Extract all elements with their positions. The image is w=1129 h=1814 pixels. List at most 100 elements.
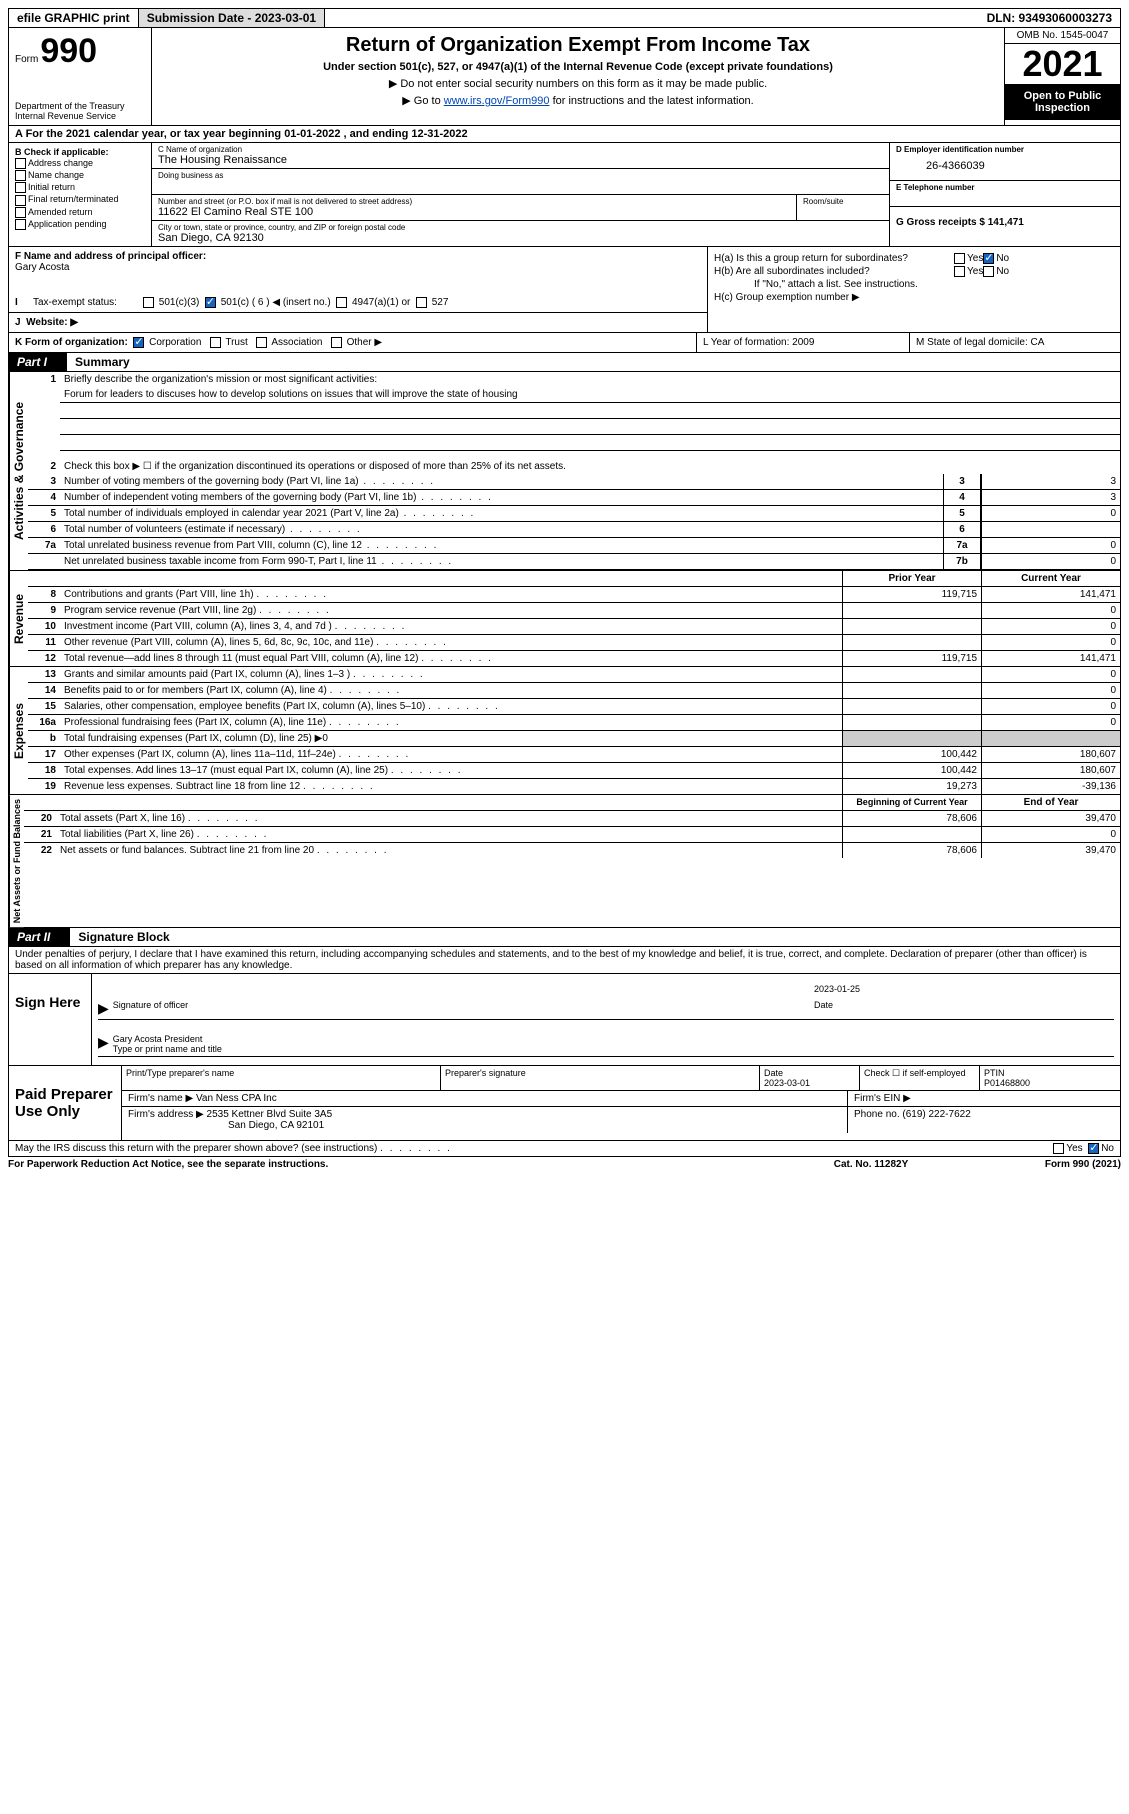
chk-amended-return[interactable]: [15, 207, 26, 218]
gov-row: Net unrelated business taxable income fr…: [28, 554, 1120, 570]
line1-label: Briefly describe the organization's miss…: [60, 372, 1120, 387]
ha-label: H(a) Is this a group return for subordin…: [714, 253, 954, 264]
net-side-label: Net Assets or Fund Balances: [9, 795, 24, 927]
city-label: City or town, state or province, country…: [158, 223, 883, 232]
chk-527[interactable]: [416, 297, 427, 308]
org-name-cell: C Name of organization The Housing Renai…: [152, 143, 889, 169]
opt-trust: Trust: [225, 337, 247, 348]
k-label: K Form of organization:: [15, 337, 128, 348]
top-bar: efile GRAPHIC print Submission Date - 20…: [8, 8, 1121, 28]
form-note2: ▶ Go to www.irs.gov/Form990 for instruct…: [158, 94, 998, 107]
form-title: Return of Organization Exempt From Incom…: [158, 34, 998, 57]
governance-section: Activities & Governance 1Briefly describ…: [8, 372, 1121, 571]
officer-name: Gary Acosta President: [113, 1034, 1114, 1044]
gov-row: 4Number of independent voting members of…: [28, 490, 1120, 506]
chk-4947[interactable]: [336, 297, 347, 308]
hb-no[interactable]: [983, 266, 994, 277]
part2-hdr: Part II: [9, 928, 70, 946]
chk-name-change[interactable]: [15, 170, 26, 181]
part1-hdr: Part I: [9, 353, 67, 371]
data-row: 11Other revenue (Part VIII, column (A), …: [28, 635, 1120, 651]
prep-self-emp: Check ☐ if self-employed: [860, 1066, 980, 1091]
header-left: Form 990 Department of the Treasury Inte…: [9, 28, 152, 125]
header-mid: Return of Organization Exempt From Incom…: [152, 28, 1004, 125]
addr-cell: Number and street (or P.O. box if mail i…: [152, 195, 889, 221]
ein-value: 26-4366039: [896, 154, 1114, 178]
discuss-no[interactable]: [1088, 1143, 1099, 1154]
ha-no[interactable]: [983, 253, 994, 264]
hb-note: If "No," attach a list. See instructions…: [714, 279, 1114, 290]
hc-label: H(c) Group exemption number ▶: [714, 292, 860, 303]
ein-cell: D Employer identification number 26-4366…: [890, 143, 1120, 181]
data-row: 19Revenue less expenses. Subtract line 1…: [28, 779, 1120, 794]
data-row: 13Grants and similar amounts paid (Part …: [28, 667, 1120, 683]
rev-side-label: Revenue: [9, 571, 28, 666]
data-row: 17Other expenses (Part IX, column (A), l…: [28, 747, 1120, 763]
firm-addr2: San Diego, CA 92101: [128, 1120, 324, 1131]
data-row: 12Total revenue—add lines 8 through 11 (…: [28, 651, 1120, 666]
opt-501c3: 501(c)(3): [159, 297, 200, 308]
data-row: 8Contributions and grants (Part VIII, li…: [28, 587, 1120, 603]
hb-yes[interactable]: [954, 266, 965, 277]
note2-post: for instructions and the latest informat…: [550, 95, 754, 107]
data-row: 15Salaries, other compensation, employee…: [28, 699, 1120, 715]
chk-application-pending[interactable]: [15, 219, 26, 230]
opt-other: Other ▶: [347, 337, 382, 348]
lbl-address-change: Address change: [28, 158, 93, 168]
form-footer: Form 990 (2021): [971, 1159, 1121, 1170]
form-header: Form 990 Department of the Treasury Inte…: [8, 28, 1121, 126]
sign-section: Sign Here 2023-01-25 ▶ Signature of offi…: [8, 974, 1121, 1066]
firm-name-label: Firm's name ▶: [128, 1093, 193, 1104]
tax-status-label: Tax-exempt status:: [33, 297, 143, 308]
prior-year-hdr: Prior Year: [842, 571, 981, 586]
org-name: The Housing Renaissance: [158, 154, 883, 166]
sign-date: 2023-01-25: [814, 984, 1114, 994]
pra-notice: For Paperwork Reduction Act Notice, see …: [8, 1159, 771, 1170]
k-section: K Form of organization: Corporation Trus…: [9, 333, 697, 352]
data-row: 18Total expenses. Add lines 13–17 (must …: [28, 763, 1120, 779]
ha-yes[interactable]: [954, 253, 965, 264]
col-b-checkboxes: B Check if applicable: Address change Na…: [9, 143, 152, 246]
omb-number: OMB No. 1545-0047: [1005, 28, 1120, 44]
m-state: M State of legal domicile: CA: [910, 333, 1120, 352]
chk-association[interactable]: [256, 337, 267, 348]
chk-trust[interactable]: [210, 337, 221, 348]
chk-501c3[interactable]: [143, 297, 154, 308]
form-note1: ▶ Do not enter social security numbers o…: [158, 77, 998, 90]
arrow-icon: ▶: [98, 1000, 109, 1017]
chk-final-return[interactable]: [15, 195, 26, 206]
chk-corporation[interactable]: [133, 337, 144, 348]
department-label: Department of the Treasury Internal Reve…: [15, 101, 145, 121]
irs-link[interactable]: www.irs.gov/Form990: [444, 95, 550, 107]
discuss-row: May the IRS discuss this return with the…: [8, 1141, 1121, 1157]
org-info-grid: B Check if applicable: Address change Na…: [8, 143, 1121, 247]
website-label: Website: ▶: [26, 317, 78, 328]
footer-final: For Paperwork Reduction Act Notice, see …: [8, 1159, 1121, 1170]
chk-address-change[interactable]: [15, 158, 26, 169]
discuss-yes[interactable]: [1053, 1143, 1064, 1154]
end-year-hdr: End of Year: [981, 795, 1120, 810]
firm-addr1: 2535 Kettner Blvd Suite 3A5: [207, 1109, 333, 1120]
chk-initial-return[interactable]: [15, 182, 26, 193]
lbl-application-pending: Application pending: [28, 219, 107, 229]
dba-cell: Doing business as: [152, 169, 889, 195]
col-b-title: B Check if applicable:: [15, 147, 145, 157]
gross-receipts: G Gross receipts $ 141,471: [890, 207, 1120, 230]
section-a: A For the 2021 calendar year, or tax yea…: [8, 126, 1121, 143]
submission-date-button[interactable]: Submission Date - 2023-03-01: [138, 9, 325, 27]
phone-cell: E Telephone number: [890, 181, 1120, 207]
form-number: 990: [40, 32, 97, 71]
room-label: Room/suite: [803, 197, 883, 206]
paid-preparer-label: Paid Preparer Use Only: [9, 1066, 122, 1140]
addr-value: 11622 El Camino Real STE 100: [158, 206, 790, 218]
chk-501c[interactable]: [205, 297, 216, 308]
firm-name: Van Ness CPA Inc: [196, 1093, 277, 1104]
declaration-text: Under penalties of perjury, I declare th…: [8, 947, 1121, 974]
prep-date-val: 2023-03-01: [764, 1078, 810, 1088]
gov-row: 6Total number of volunteers (estimate if…: [28, 522, 1120, 538]
data-row: 14Benefits paid to or for members (Part …: [28, 683, 1120, 699]
chk-other[interactable]: [331, 337, 342, 348]
officer-name-label: Type or print name and title: [113, 1044, 1114, 1054]
opt-corp: Corporation: [149, 337, 201, 348]
addr-label: Number and street (or P.O. box if mail i…: [158, 197, 790, 206]
